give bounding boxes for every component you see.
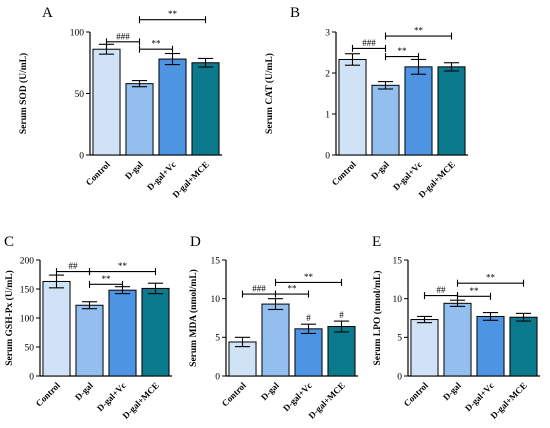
y-tick-label: 2 [325, 69, 330, 79]
bar-d-gal-mce [141, 287, 170, 377]
x-tick-label: Control [34, 380, 63, 409]
y-tick-label: 5 [215, 334, 220, 344]
y-tick-label: 150 [20, 285, 35, 295]
y-tick-label: 1 [325, 110, 330, 120]
significance-mark: # [306, 313, 311, 323]
bar-control [42, 280, 71, 377]
bar-d-gal-mce [509, 316, 538, 377]
x-tick-label: D-gal+Vc [391, 159, 424, 192]
y-tick-label: 100 [20, 314, 35, 324]
x-tick-label: D-gal [73, 380, 95, 402]
y-axis-label: Serum LPO (nmol/mL) [372, 271, 383, 366]
x-tick-label: Control [330, 159, 359, 188]
bar-d-gal-vc [404, 66, 433, 156]
y-tick-label: 0 [29, 372, 34, 382]
significance-mark: # [339, 310, 344, 320]
bar-d-gal-vc [158, 58, 187, 156]
y-tick-label: 10 [393, 295, 403, 305]
bracket-label: ** [414, 26, 424, 36]
panel-letter: B [290, 5, 300, 21]
y-tick-label: 0 [215, 372, 220, 382]
x-tick-label: D-gal+Vc [95, 380, 128, 413]
bracket-label: ### [362, 38, 376, 48]
bracket-label: ** [304, 272, 314, 282]
bar-d-gal [75, 304, 104, 377]
panel-E: E 0 5 10 15 Serum LPO (nmol/mL) Control D-gal D-… [372, 234, 540, 421]
panel-A: A 0 50 100 Serum SOD (U/mL) Control D-gal D-gal… [18, 5, 222, 200]
y-tick-label: 10 [211, 295, 221, 305]
bar-control [410, 319, 439, 377]
x-tick-label: D-gal [123, 159, 145, 181]
x-tick-label: Control [402, 380, 431, 409]
y-tick-label: 0 [325, 151, 330, 161]
bar-d-gal [443, 302, 472, 377]
y-tick-label: 15 [393, 256, 403, 266]
bar-d-gal [261, 303, 290, 377]
y-tick-label: 3 [325, 28, 330, 38]
bracket-label: ### [252, 284, 266, 294]
y-axis-label: Serum MDA (nmol/mL) [188, 269, 199, 367]
x-tick-label: D-gal [369, 159, 391, 181]
bracket-label: ** [288, 284, 298, 294]
bar-d-gal-mce [191, 62, 220, 156]
bracket-label: ### [116, 31, 130, 41]
y-axis-label: Serum SOD (U/mL) [18, 53, 29, 134]
bracket-label: ** [486, 273, 496, 283]
x-tick-label: D-gal+Vc [281, 380, 314, 413]
x-tick-label: Control [220, 380, 249, 409]
x-tick-label: D-gal [259, 380, 281, 402]
panel-letter: A [42, 5, 53, 21]
panel-letter: D [190, 234, 201, 250]
bar-d-gal [125, 83, 154, 156]
x-tick-label: D-gal [441, 380, 463, 402]
panel-C: C 0 50 100 150 200 Serum GSH-Px (U/mL) Control D… [4, 234, 172, 421]
y-tick-label: 100 [70, 28, 85, 38]
bar-control [228, 341, 257, 377]
y-axis-label: Serum CAT (U/mL) [264, 53, 275, 134]
y-tick-label: 200 [20, 256, 35, 266]
bracket-label: ## [69, 261, 79, 271]
panel-D: D 0 5 10 15 Serum MDA (nmol/mL) Control D-gal # D… [188, 234, 358, 421]
bar-d-gal-vc [294, 328, 323, 377]
y-axis-label: Serum GSH-Px (U/mL) [4, 270, 15, 366]
bar-d-gal-mce [327, 326, 356, 377]
x-tick-label: D-gal+Vc [145, 159, 178, 192]
bracket-label: ** [168, 9, 178, 19]
x-tick-label: D-gal+Vc [463, 380, 496, 413]
bracket-label: ** [398, 46, 408, 56]
x-tick-label: Control [84, 159, 113, 188]
bracket-label: ** [470, 286, 480, 296]
panel-letter: E [372, 234, 381, 250]
bar-d-gal-vc [108, 289, 137, 377]
y-tick-label: 50 [75, 90, 85, 100]
bar-d-gal-mce [437, 66, 466, 156]
y-tick-label: 50 [25, 343, 35, 353]
bracket-label: ** [152, 39, 162, 49]
bar-control [92, 48, 121, 156]
bracket-label: ** [102, 274, 112, 284]
bar-d-gal [371, 84, 400, 156]
y-tick-label: 15 [211, 256, 221, 266]
panel-B: B 0 1 2 3 Serum CAT (U/mL) Control D-gal D-gal+V… [264, 5, 468, 200]
panel-letter: C [4, 234, 14, 250]
bracket-label: ## [437, 285, 447, 295]
y-tick-label: 5 [397, 334, 402, 344]
bar-control [338, 58, 367, 156]
bracket-label: ** [118, 261, 128, 271]
bar-d-gal-vc [476, 315, 505, 377]
y-tick-label: 0 [397, 372, 402, 382]
y-tick-label: 0 [79, 151, 84, 161]
